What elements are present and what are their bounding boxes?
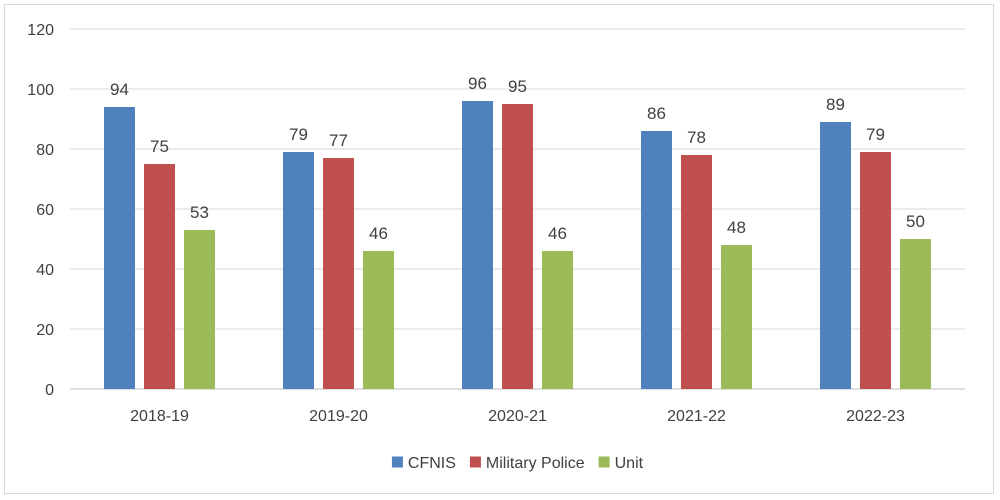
bar-military-police-2019-20 (323, 158, 354, 389)
y-tick-label: 20 (36, 322, 54, 339)
data-label: 79 (866, 125, 885, 144)
data-label: 77 (329, 131, 348, 150)
bar-unit-2020-21 (542, 251, 573, 389)
data-labels: 94 75 53 79 77 46 96 95 46 86 78 48 89 79 50 (110, 74, 925, 243)
data-label: 50 (906, 212, 925, 231)
data-label: 96 (468, 74, 487, 93)
legend-label: CFNIS (408, 455, 456, 472)
legend-swatch (469, 456, 481, 468)
y-tick-label: 0 (45, 382, 54, 399)
legend-swatch (391, 456, 403, 468)
gridlines (70, 28, 965, 330)
data-label: 46 (369, 224, 388, 243)
bar-cfnis-2021-22 (641, 131, 672, 389)
bar-military-police-2018-19 (144, 164, 175, 389)
legend-label: Unit (615, 455, 644, 472)
bar-unit-2019-20 (363, 251, 394, 389)
legend-swatch (598, 456, 610, 468)
y-tick-label: 60 (36, 202, 54, 219)
data-label: 53 (190, 203, 209, 222)
y-tick-label: 100 (27, 82, 54, 99)
x-tick-label: 2021-22 (667, 408, 726, 425)
bar-military-police-2020-21 (502, 104, 533, 389)
data-label: 89 (826, 95, 845, 114)
bars (104, 101, 931, 389)
data-label: 46 (548, 224, 567, 243)
axes: 0 20 40 60 80 100 120 2018-19 2019-20 2020-21 2021… (27, 22, 965, 425)
bar-cfnis-2018-19 (104, 107, 135, 389)
data-label: 95 (508, 77, 527, 96)
bar-cfnis-2022-23 (820, 122, 851, 389)
x-tick-label: 2020-21 (488, 408, 547, 425)
bar-unit-2022-23 (900, 239, 931, 389)
data-label: 48 (727, 218, 746, 237)
y-tick-label: 120 (27, 22, 54, 39)
x-tick-label: 2018-19 (130, 408, 189, 425)
y-tick-label: 40 (36, 262, 54, 279)
data-label: 78 (687, 128, 706, 147)
bar-military-police-2021-22 (681, 155, 712, 389)
x-tick-label: 2019-20 (309, 408, 368, 425)
bar-unit-2018-19 (184, 230, 215, 389)
data-label: 86 (647, 104, 666, 123)
data-label: 75 (150, 137, 169, 156)
x-tick-label: 2022-23 (846, 408, 905, 425)
bar-cfnis-2020-21 (462, 101, 493, 389)
bar-military-police-2022-23 (860, 152, 891, 389)
legend-label: Military Police (486, 455, 585, 472)
data-label: 79 (289, 125, 308, 144)
bar-unit-2021-22 (721, 245, 752, 389)
y-tick-label: 80 (36, 142, 54, 159)
legend: CFNIS Military Police Unit (391, 455, 644, 472)
bar-cfnis-2019-20 (283, 152, 314, 389)
data-label: 94 (110, 80, 129, 99)
